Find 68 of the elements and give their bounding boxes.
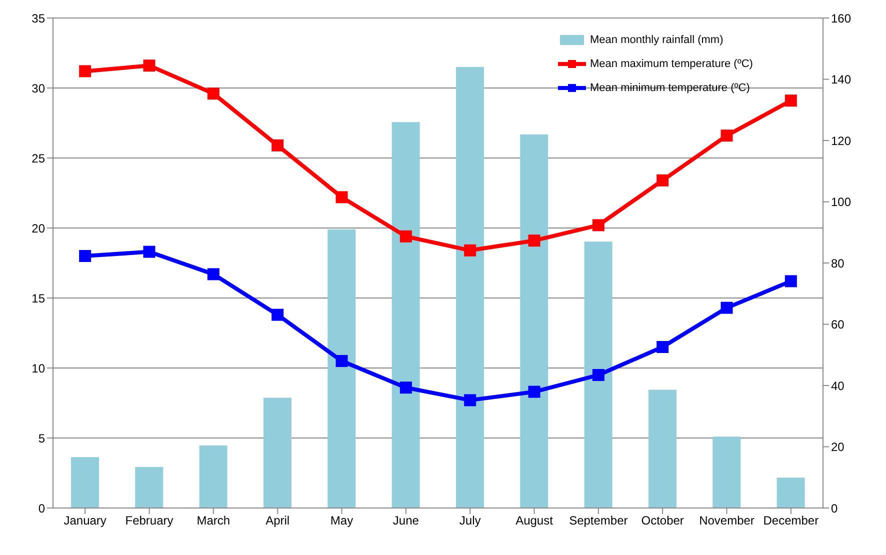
y2-tick-label: 20 [831,440,845,454]
y-tick-label: 20 [32,221,46,236]
bar [712,436,741,508]
x-tick-label: August [516,514,554,528]
point [79,250,92,262]
bar [199,446,228,508]
x-tick-label: February [125,514,174,528]
point [207,88,220,100]
point [592,219,604,232]
legend-label: Mean minimum temperature (ºC) [590,82,750,94]
point [784,275,797,288]
point [784,94,797,107]
y2-tick-label: 160 [831,11,852,26]
legend-label: Mean monthly rainfall (mm) [590,34,724,46]
y2-tick-label: 100 [831,195,852,210]
y2-tick-label: 40 [831,378,845,393]
bar [584,242,612,508]
bar [648,390,676,508]
point [143,60,156,72]
point [464,244,476,256]
point [592,369,604,381]
point [720,130,733,142]
x-tick-label: November [699,514,754,528]
bar [263,398,292,508]
bar [520,134,548,508]
x-tick-label: September [569,514,628,528]
point [720,302,733,314]
point [336,191,348,204]
y-tick-label: 25 [32,151,46,166]
x-tick-label: December [763,514,819,528]
x-tick-label: March [196,514,230,528]
bar [456,67,484,508]
point [207,268,220,280]
point [656,174,669,186]
bar [135,466,164,508]
point [143,246,156,258]
x-tick-label: May [330,514,354,528]
point [272,139,284,152]
x-tick-label: October [641,514,684,528]
point [656,341,669,353]
point [528,234,540,247]
y2-tick-label: 80 [831,256,845,270]
bar [776,478,805,508]
y-tick-label: 0 [38,501,46,516]
point [79,65,92,78]
point [400,230,412,242]
point [464,394,476,406]
y2-tick-label: 60 [831,318,845,332]
point [400,382,412,394]
y-tick-label: 15 [32,291,46,306]
y2-tick-label: 120 [831,134,852,148]
point [336,355,348,367]
legend-label: Mean maximum temperature (ºC) [590,58,753,70]
bar [70,457,99,508]
y-tick-label: 35 [32,11,46,26]
y-tick-label: 10 [32,361,46,376]
x-tick-label: April [266,514,290,528]
x-tick-label: January [64,514,106,528]
y-tick-label: 30 [32,81,46,96]
y2-tick-label: 0 [831,501,838,516]
x-tick-label: July [459,514,481,528]
bar [392,122,420,508]
x-tick-label: June [392,514,420,528]
point [528,386,540,398]
point [272,308,284,321]
bar [328,229,356,508]
y2-tick-label: 140 [831,72,852,87]
y-tick-label: 5 [38,431,46,446]
